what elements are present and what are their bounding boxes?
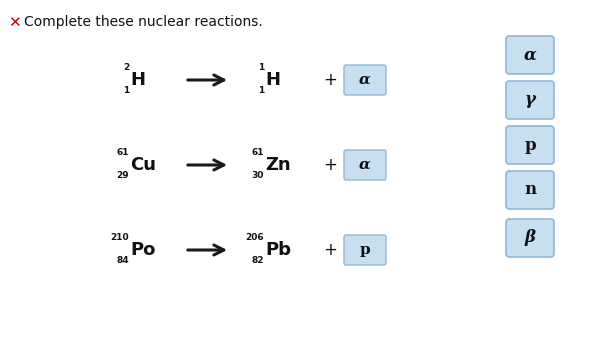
Text: p: p — [360, 243, 370, 257]
Text: 29: 29 — [117, 171, 129, 180]
Text: +: + — [323, 156, 337, 174]
Text: H: H — [265, 71, 280, 89]
Text: Zn: Zn — [265, 156, 290, 174]
FancyBboxPatch shape — [506, 126, 554, 164]
Text: 82: 82 — [252, 256, 264, 265]
Text: ✕: ✕ — [8, 15, 21, 30]
Text: 1: 1 — [123, 86, 129, 95]
FancyBboxPatch shape — [344, 150, 386, 180]
Text: 30: 30 — [252, 171, 264, 180]
Text: β: β — [525, 230, 536, 246]
Text: α: α — [359, 73, 371, 87]
FancyBboxPatch shape — [344, 235, 386, 265]
FancyBboxPatch shape — [506, 171, 554, 209]
Text: 61: 61 — [117, 148, 129, 156]
Text: 84: 84 — [117, 256, 129, 265]
Text: γ: γ — [525, 91, 536, 108]
Text: n: n — [524, 182, 536, 199]
Text: H: H — [130, 71, 145, 89]
FancyBboxPatch shape — [506, 219, 554, 257]
Text: +: + — [323, 71, 337, 89]
FancyBboxPatch shape — [506, 81, 554, 119]
Text: 1: 1 — [258, 86, 264, 95]
FancyBboxPatch shape — [344, 65, 386, 95]
Text: α: α — [359, 158, 371, 172]
Text: Po: Po — [130, 241, 155, 259]
Text: Cu: Cu — [130, 156, 156, 174]
Text: +: + — [323, 241, 337, 259]
Text: α: α — [524, 47, 536, 64]
Text: 210: 210 — [111, 233, 129, 241]
Text: 1: 1 — [258, 63, 264, 71]
Text: 61: 61 — [252, 148, 264, 156]
Text: p: p — [524, 136, 536, 153]
Text: 206: 206 — [245, 233, 264, 241]
Text: 2: 2 — [123, 63, 129, 71]
FancyBboxPatch shape — [506, 36, 554, 74]
Text: Pb: Pb — [265, 241, 291, 259]
Text: Complete these nuclear reactions.: Complete these nuclear reactions. — [24, 15, 263, 29]
